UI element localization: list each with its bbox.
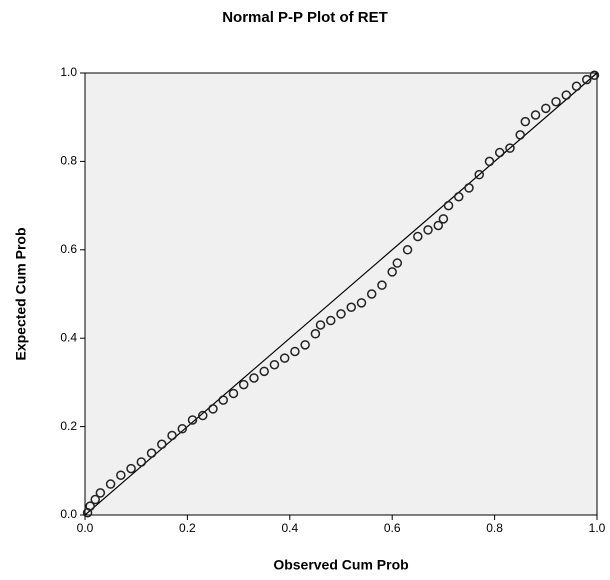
y-tick-label: 0.6 bbox=[60, 242, 77, 256]
point bbox=[530, 110, 541, 120]
x-tick-label: 0.8 bbox=[486, 521, 503, 535]
point bbox=[464, 183, 474, 193]
point bbox=[208, 404, 218, 414]
y-tick-label: 0.2 bbox=[60, 419, 77, 433]
point bbox=[387, 267, 397, 277]
point bbox=[269, 359, 280, 370]
point bbox=[167, 430, 177, 441]
point bbox=[494, 147, 505, 158]
point bbox=[238, 379, 249, 390]
point bbox=[346, 302, 356, 313]
y-tick-label: 0.0 bbox=[60, 507, 77, 521]
x-tick-label: 0.4 bbox=[281, 521, 298, 535]
point bbox=[95, 488, 106, 498]
point bbox=[146, 448, 157, 458]
point bbox=[551, 96, 561, 107]
point bbox=[402, 245, 413, 255]
point bbox=[505, 143, 515, 153]
point bbox=[116, 470, 126, 480]
point bbox=[90, 494, 100, 505]
point bbox=[377, 280, 387, 290]
point bbox=[105, 479, 116, 489]
point bbox=[571, 81, 582, 92]
point bbox=[157, 439, 167, 450]
point bbox=[310, 329, 321, 339]
point bbox=[366, 289, 377, 299]
point bbox=[279, 353, 290, 363]
point bbox=[443, 200, 454, 211]
x-tick-label: 0.6 bbox=[384, 521, 401, 535]
point bbox=[290, 346, 300, 357]
point bbox=[541, 103, 551, 114]
point bbox=[474, 169, 484, 180]
point bbox=[187, 415, 198, 425]
point bbox=[413, 231, 423, 242]
x-axis-label: Observed Cum Prob bbox=[273, 557, 408, 573]
point bbox=[126, 463, 136, 474]
point bbox=[198, 410, 208, 421]
point bbox=[136, 457, 147, 467]
point bbox=[433, 220, 444, 231]
point bbox=[423, 225, 433, 235]
x-tick-label: 1.0 bbox=[589, 521, 606, 535]
x-tick-label: 0.0 bbox=[77, 521, 94, 535]
point bbox=[454, 192, 464, 202]
y-tick-label: 1.0 bbox=[60, 65, 77, 79]
point bbox=[326, 315, 336, 326]
point bbox=[438, 214, 449, 224]
point bbox=[177, 424, 188, 434]
point bbox=[561, 90, 572, 100]
chart-title: Normal P-P Plot of RET bbox=[222, 9, 388, 26]
y-tick-label: 0.4 bbox=[60, 330, 77, 344]
point bbox=[520, 116, 531, 127]
y-axis-label: Expected Cum Prob bbox=[13, 227, 29, 360]
y-tick-label: 0.8 bbox=[60, 154, 77, 168]
point bbox=[218, 395, 228, 405]
point bbox=[300, 340, 310, 350]
point bbox=[515, 130, 525, 140]
point bbox=[249, 373, 259, 383]
point bbox=[259, 366, 269, 377]
point bbox=[85, 501, 95, 511]
point bbox=[582, 74, 592, 85]
point bbox=[589, 70, 600, 80]
point bbox=[356, 298, 367, 308]
point bbox=[315, 320, 326, 330]
point bbox=[228, 388, 239, 399]
point bbox=[484, 156, 495, 167]
point bbox=[392, 258, 403, 268]
x-tick-label: 0.2 bbox=[179, 521, 196, 535]
reference-line bbox=[84, 72, 598, 516]
point bbox=[336, 309, 346, 319]
